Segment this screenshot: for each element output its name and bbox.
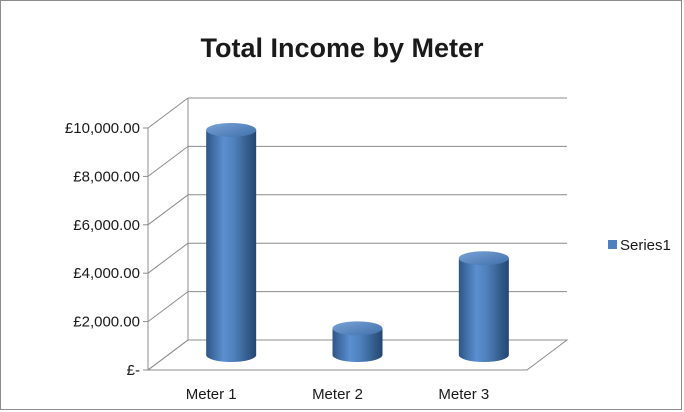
y-axis-ticks: £- £2,000.00 £4,000.00 £6,000.00 £8,000.00 £1… [65,120,140,379]
y-tick-label: £6,000.00 [73,217,140,234]
y-tick-label: £8,000.00 [73,168,140,185]
x-tick-label: Meter 1 [186,386,237,403]
legend-label: Series1 [620,237,671,254]
chart-title: Total Income by Meter [200,33,484,63]
bar-top [206,122,257,137]
bar-body [206,129,257,362]
gridline-diagonal [147,97,189,129]
x-tick-label: Meter 2 [312,386,363,403]
bars [206,122,509,362]
bar-top [458,251,509,266]
bar-body [332,328,383,362]
y-tick-label: £4,000.00 [73,265,140,282]
y-tick-label: £- [127,362,140,379]
y-tick-label: £2,000.00 [73,314,140,331]
gridline-diagonal [147,291,189,323]
x-tick-label: Meter 3 [438,386,489,403]
bar-top [332,321,383,336]
bar-body [458,258,509,362]
gridline-diagonal [147,194,189,226]
bar-meter-2 [332,321,383,362]
gridline-diagonal [147,145,189,177]
gridline-diagonal [147,339,189,371]
gridline-diagonal [147,242,189,274]
legend: Series1 [608,237,671,254]
x-axis-ticks: Meter 1 Meter 2 Meter 3 [186,386,490,403]
bar-meter-1 [206,122,257,362]
bar-meter-3 [458,251,509,362]
y-tick-label: £10,000.00 [65,120,140,137]
legend-swatch [608,240,617,249]
